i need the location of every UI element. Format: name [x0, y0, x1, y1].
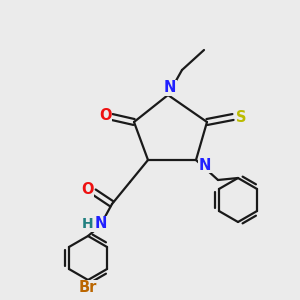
- Text: O: O: [81, 182, 93, 196]
- Text: N: N: [95, 217, 107, 232]
- Text: N: N: [164, 80, 176, 95]
- Text: N: N: [199, 158, 211, 172]
- Text: Br: Br: [79, 280, 97, 296]
- Text: H: H: [82, 217, 94, 231]
- Text: O: O: [99, 109, 111, 124]
- Text: S: S: [236, 110, 246, 124]
